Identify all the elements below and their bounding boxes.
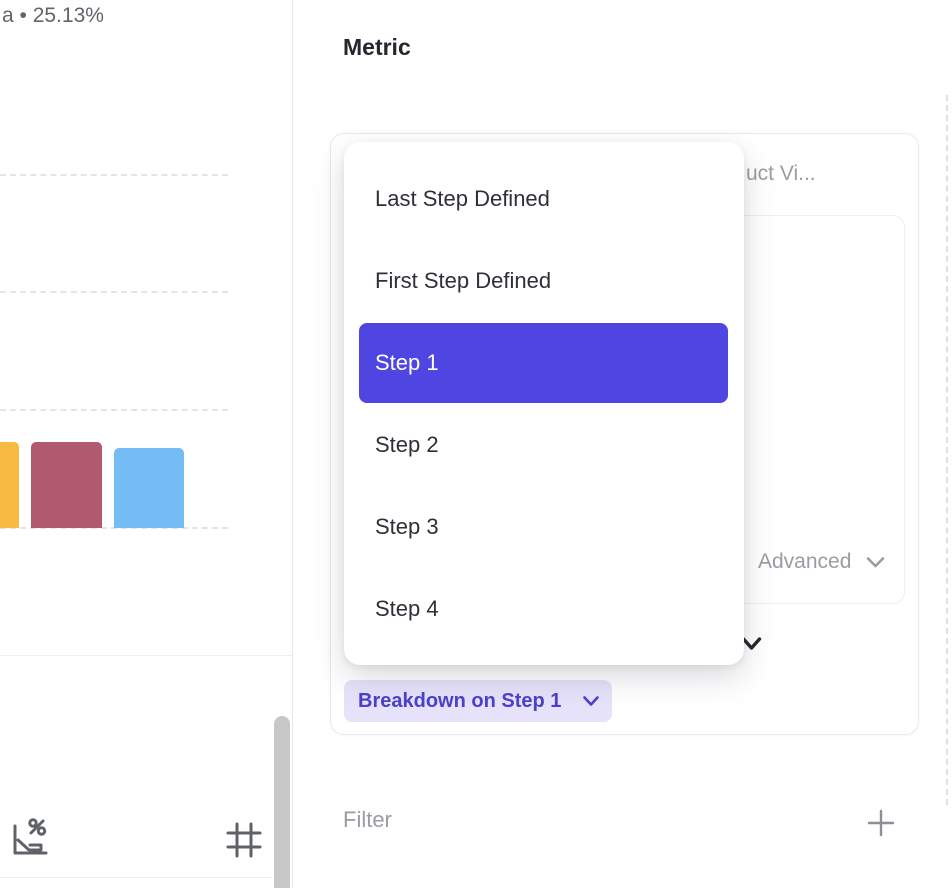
funnel-bar[interactable]: [114, 448, 184, 528]
section-title-filter: Filter: [343, 807, 392, 832]
breakdown-on-step-button[interactable]: Breakdown on Step 1: [344, 680, 612, 722]
hash-grid-icon[interactable]: [225, 821, 263, 859]
add-filter-plus-icon[interactable]: [866, 808, 896, 838]
chart-gridline: [0, 291, 228, 293]
section-title-metric: Metric: [343, 34, 411, 60]
conversion-percent-chart-icon[interactable]: [6, 814, 50, 860]
dropdown-item-step-2[interactable]: Step 2: [375, 432, 439, 457]
breakdown-label: Breakdown on Step 1: [358, 689, 562, 712]
funnel-bar[interactable]: [0, 442, 19, 528]
chart-gridline: [0, 409, 228, 411]
panel-divider: [292, 0, 293, 888]
advanced-label: Advanced: [758, 550, 852, 573]
chart-baseline: [0, 527, 228, 529]
dropdown-item-step-1-selected[interactable]: Step 1: [359, 323, 728, 403]
dropdown-item-first-step-defined[interactable]: First Step Defined: [375, 268, 552, 293]
dropdown-item-step-4[interactable]: Step 4: [375, 596, 439, 621]
dropdown-item-step-3[interactable]: Step 3: [375, 514, 439, 539]
chart-gridline: [0, 174, 228, 176]
event-name-truncated[interactable]: uct Vi...: [746, 162, 816, 185]
chevron-down-icon: [867, 557, 885, 568]
adjacent-panel-edge: [946, 95, 948, 805]
funnel-bar[interactable]: [31, 442, 102, 528]
horizontal-divider: [0, 877, 272, 878]
chevron-down-icon[interactable]: [740, 635, 763, 652]
advanced-toggle[interactable]: Advanced: [758, 550, 886, 574]
dropdown-item-last-step-defined[interactable]: Last Step Defined: [375, 186, 550, 211]
chevron-down-icon: [583, 696, 599, 706]
scrollbar-thumb[interactable]: [274, 716, 290, 888]
step-select-dropdown: Last Step Defined First Step Defined Ste…: [344, 142, 744, 665]
horizontal-divider: [0, 655, 292, 656]
series-legend-value: a • 25.13%: [2, 4, 104, 27]
